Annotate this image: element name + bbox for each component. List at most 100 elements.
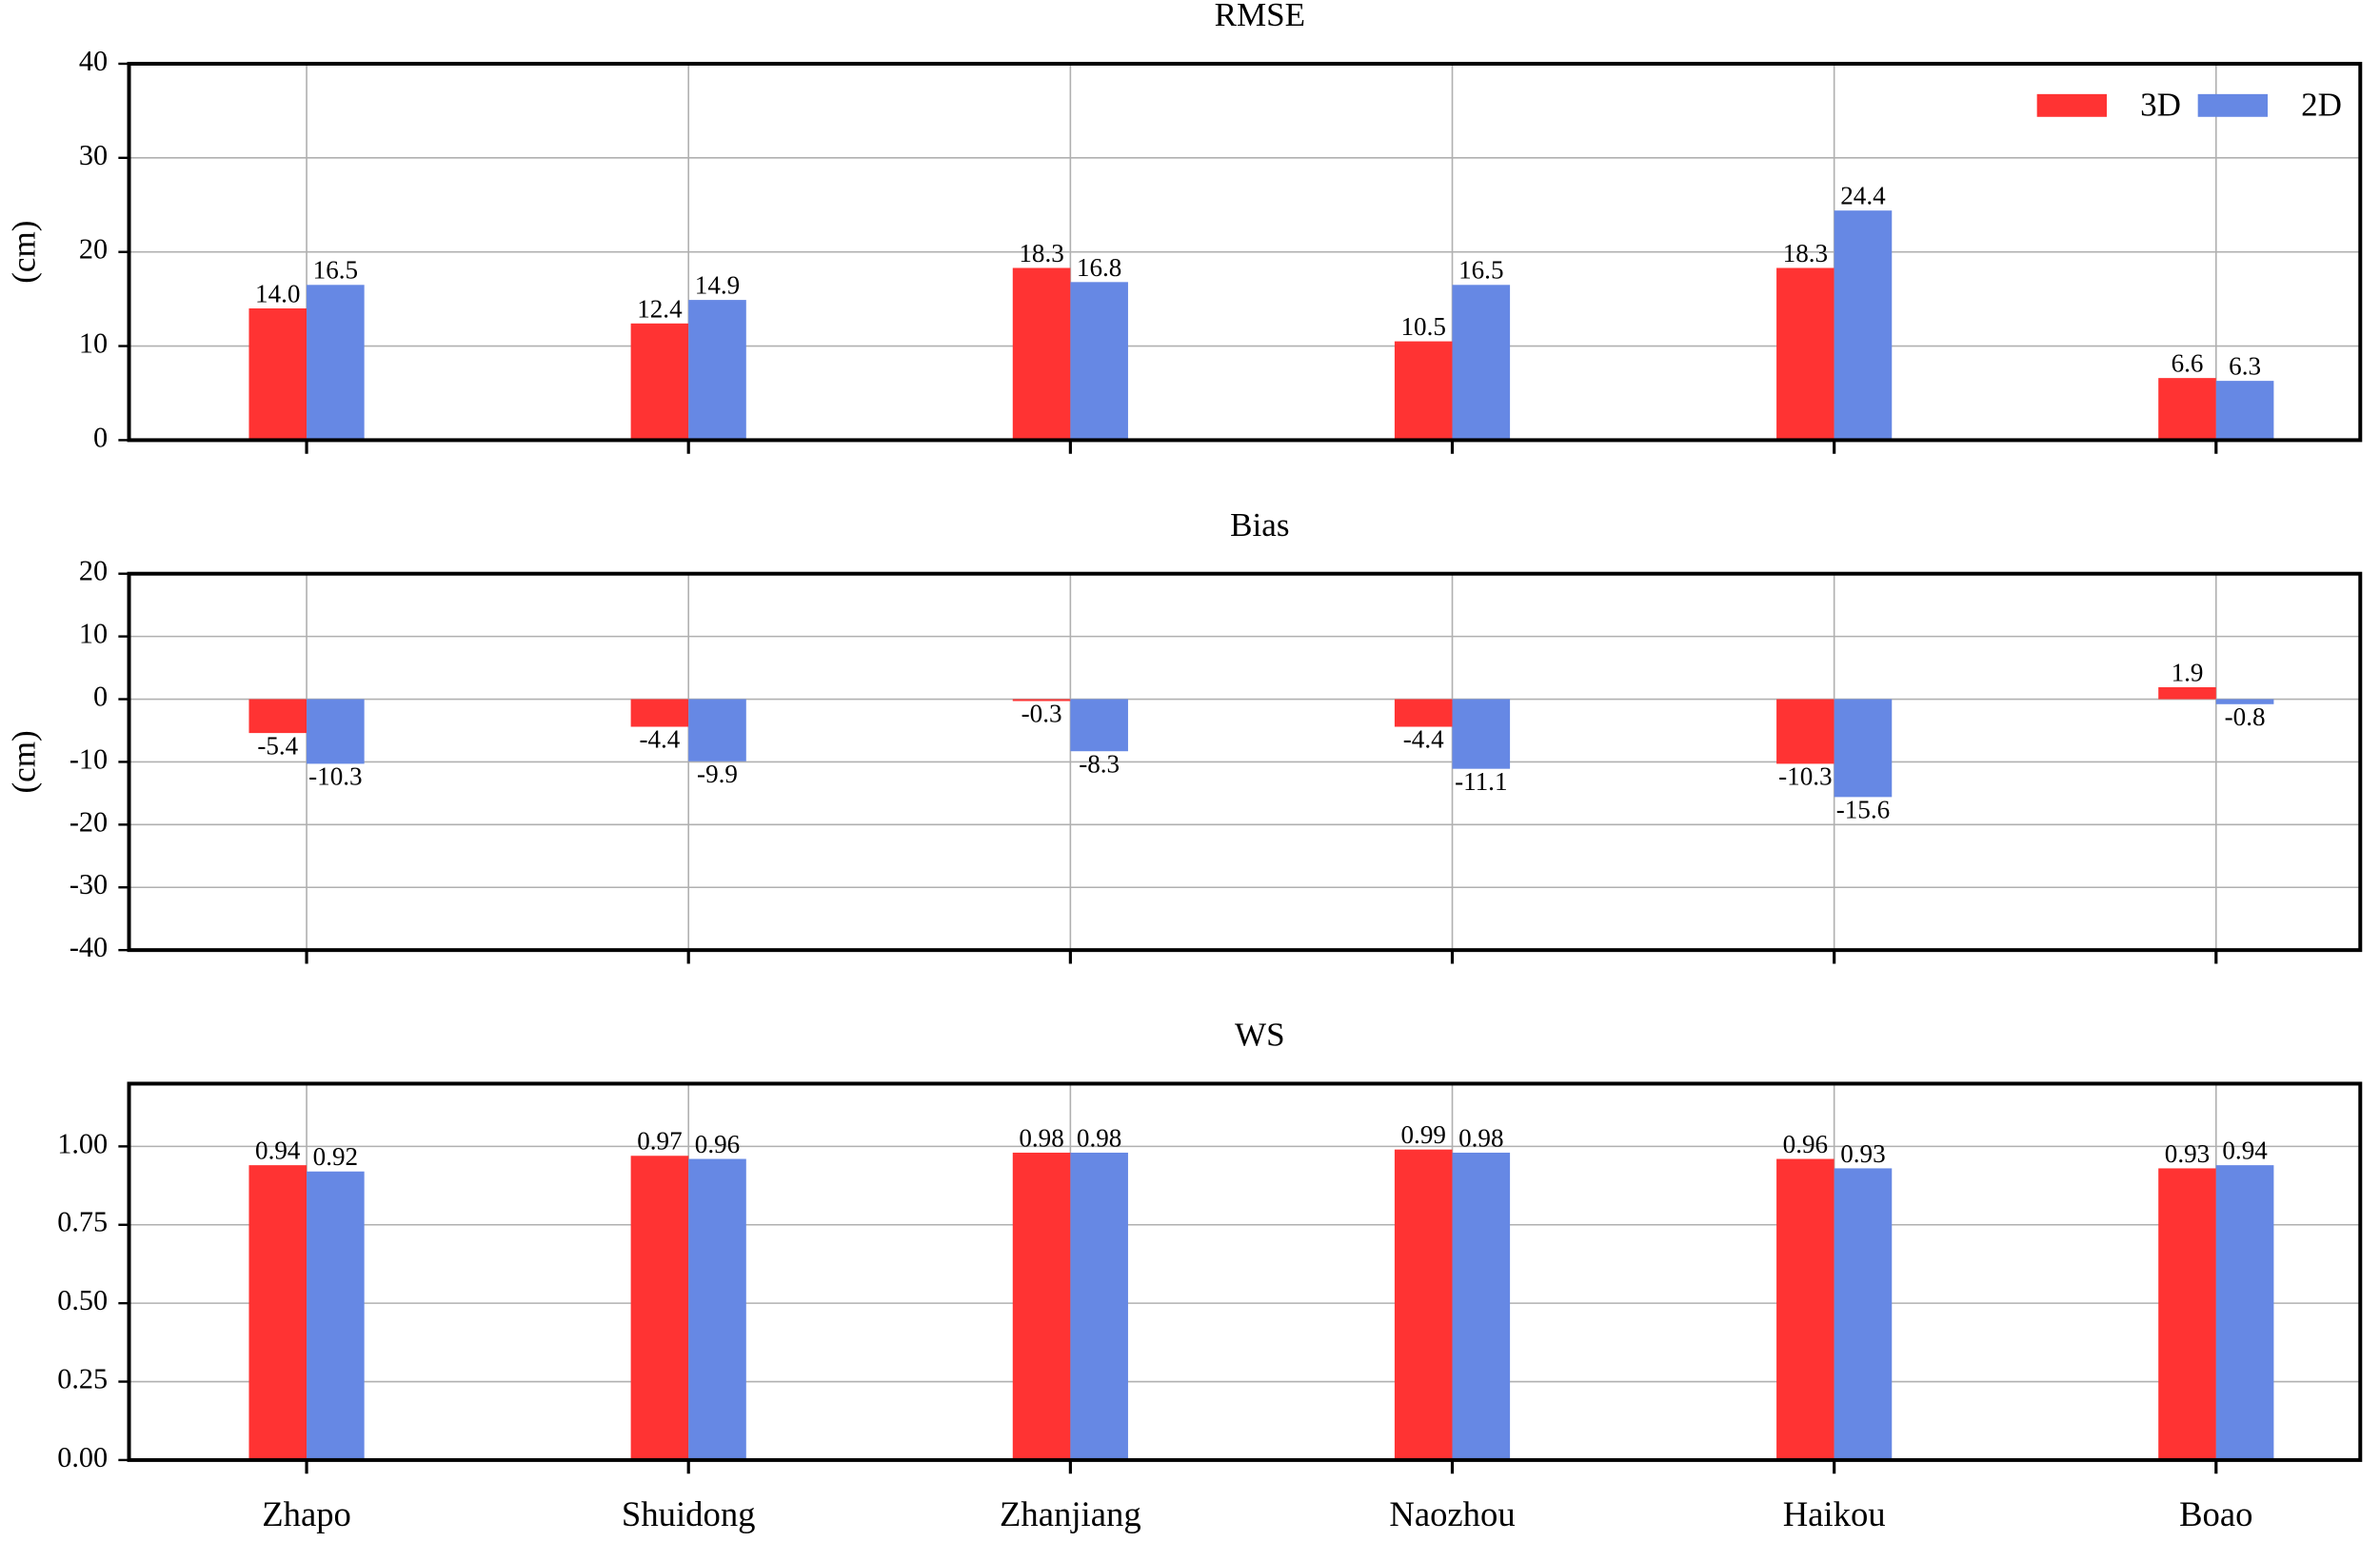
bar: [1452, 285, 1511, 441]
bar: [2158, 687, 2216, 700]
bar: [688, 699, 746, 761]
bar: [1776, 1158, 1835, 1460]
axes-frame: [127, 571, 2363, 953]
y-tick-label: 0.50: [57, 1284, 108, 1316]
y-tick-label: -40: [69, 931, 108, 963]
bar: [248, 1165, 307, 1460]
y-tick-label: -30: [69, 868, 108, 900]
value-label: 0.96: [695, 1130, 740, 1158]
legend-swatch: [2197, 93, 2269, 117]
value-label: -5.4: [257, 731, 298, 760]
bar: [1070, 282, 1128, 441]
value-label: 14.9: [695, 271, 740, 300]
chart-title: WS: [1235, 1017, 1285, 1054]
value-label: 16.5: [1458, 256, 1503, 285]
value-label: 12.4: [637, 294, 683, 323]
bar: [2215, 381, 2274, 441]
y-tick-label: 0.00: [57, 1441, 108, 1473]
value-label: -4.4: [639, 725, 680, 754]
x-tick-label: Naozhou: [1389, 1494, 1515, 1533]
x-tick-label: Zhapo: [262, 1494, 351, 1533]
bar: [2158, 378, 2216, 441]
legend-label: 2D: [2301, 86, 2342, 123]
value-label: 24.4: [1840, 182, 1886, 210]
value-label: 18.3: [1783, 239, 1828, 267]
value-label: 0.93: [2165, 1139, 2210, 1168]
y-tick-label: -10: [69, 742, 108, 775]
y-axis-label: (cm): [6, 730, 43, 793]
value-label: 0.98: [1077, 1123, 1121, 1152]
axes-frame: [127, 1081, 2363, 1462]
bar: [307, 285, 365, 441]
bar: [1452, 699, 1511, 769]
bar: [248, 699, 307, 734]
value-label: -11.1: [1455, 767, 1507, 796]
value-label: -10.3: [308, 762, 362, 791]
x-tick-label: Boao: [2179, 1494, 2252, 1533]
bar: [1452, 1152, 1511, 1460]
bar: [1070, 1152, 1128, 1460]
y-tick-label: 20: [79, 555, 108, 587]
y-tick-label: -20: [69, 805, 108, 838]
y-tick-label: 1.00: [57, 1127, 108, 1159]
bar: [630, 1156, 689, 1460]
bar: [307, 699, 365, 764]
y-tick-label: 20: [79, 233, 108, 266]
value-label: 6.3: [2229, 352, 2261, 381]
chart-title: RMSE: [1215, 0, 1305, 33]
y-tick-label: 30: [79, 139, 108, 171]
value-label: 1.9: [2172, 658, 2204, 686]
value-label: -9.9: [697, 760, 738, 788]
bar: [307, 1171, 365, 1460]
bar: [1834, 1168, 1893, 1460]
y-tick-label: 10: [79, 326, 108, 359]
value-label: -0.8: [2225, 702, 2266, 731]
bar: [2215, 1165, 2274, 1460]
y-axis-label: (cm): [6, 221, 43, 284]
bar: [1776, 267, 1835, 441]
bar: [688, 1158, 746, 1460]
y-tick-label: 0.25: [57, 1362, 108, 1394]
y-tick-label: 0.75: [57, 1206, 108, 1238]
value-label: -4.4: [1403, 725, 1444, 754]
value-label: 0.98: [1458, 1123, 1503, 1152]
value-label: 0.94: [2222, 1137, 2268, 1165]
value-label: 18.3: [1019, 239, 1063, 267]
bar: [688, 300, 746, 441]
bar: [2215, 699, 2274, 704]
bar: [1834, 210, 1893, 441]
bar: [1012, 1152, 1071, 1460]
y-tick-label: 10: [79, 618, 108, 650]
bar: [2158, 1168, 2216, 1460]
legend-label: 3D: [2140, 86, 2181, 123]
value-label: -15.6: [1836, 796, 1890, 824]
value-label: -0.3: [1021, 700, 1062, 728]
bar: [1012, 267, 1071, 441]
bar: [248, 308, 307, 441]
value-label: 14.0: [255, 279, 300, 307]
y-tick-label: 40: [79, 45, 108, 77]
value-label: 0.97: [637, 1127, 682, 1156]
legend-swatch: [2036, 93, 2108, 117]
y-tick-label: 0: [93, 421, 108, 453]
bar: [1394, 341, 1453, 441]
y-tick-label: 0: [93, 680, 108, 712]
value-label: 0.94: [255, 1137, 301, 1165]
value-label: 0.93: [1840, 1139, 1885, 1168]
bar: [1834, 699, 1893, 798]
value-label: 0.92: [313, 1142, 358, 1171]
bar: [1012, 699, 1071, 702]
value-label: 0.99: [1401, 1120, 1446, 1149]
value-label: 16.8: [1077, 253, 1121, 282]
value-label: 6.6: [2172, 349, 2204, 378]
bar: [630, 699, 689, 727]
value-label: 0.96: [1783, 1130, 1828, 1158]
x-tick-label: Shuidong: [622, 1494, 756, 1533]
axes-frame: [127, 61, 2363, 443]
value-label: -10.3: [1778, 762, 1832, 791]
bar: [1776, 699, 1835, 764]
chart-title: Bias: [1230, 506, 1289, 544]
bar: [630, 323, 689, 441]
